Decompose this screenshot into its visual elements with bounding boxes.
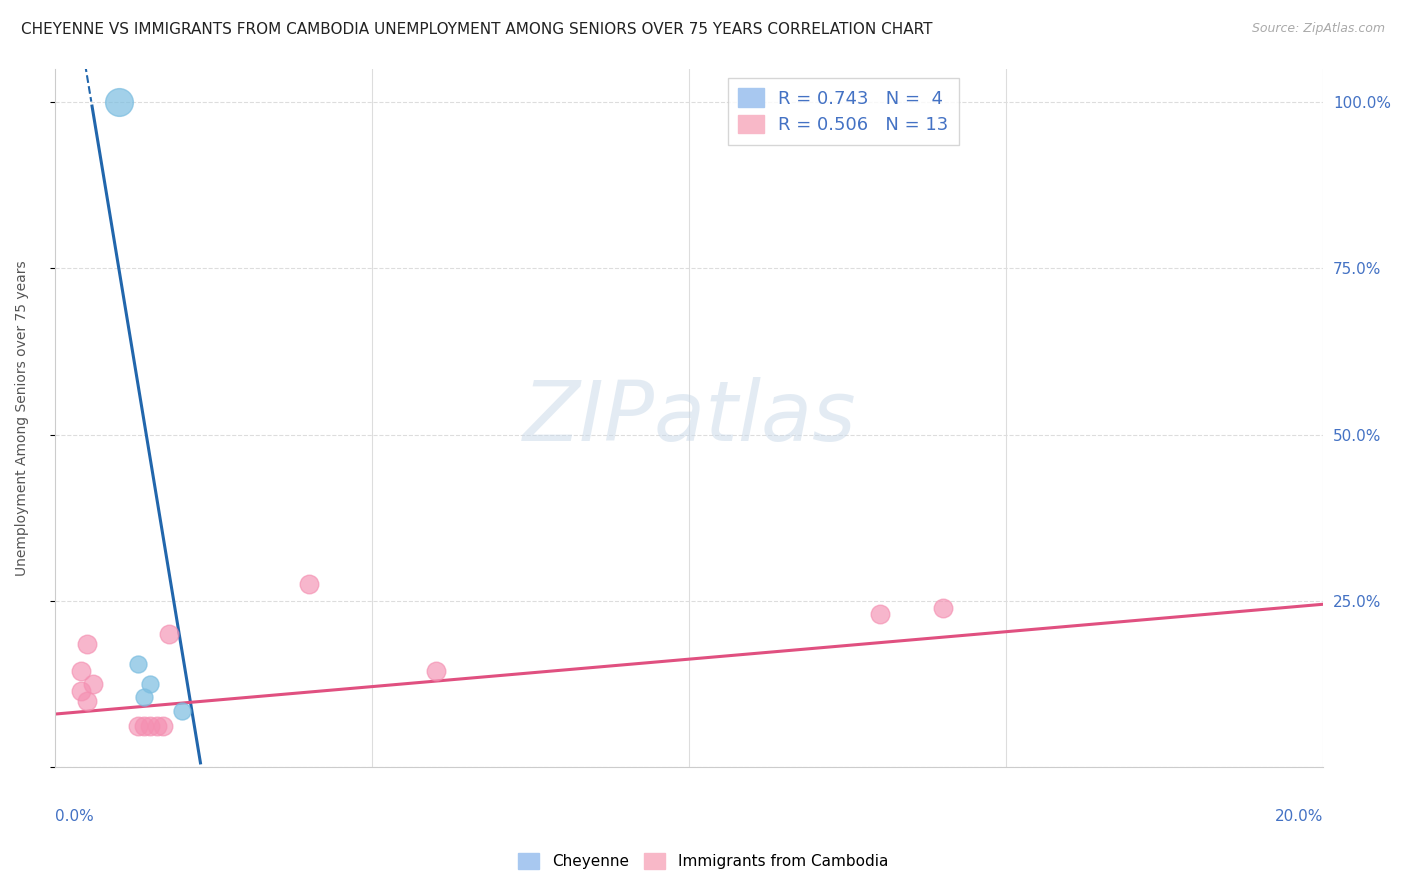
Point: [134, 719, 156, 733]
Point: [152, 719, 174, 733]
Point: [127, 719, 149, 733]
Point: [146, 719, 169, 733]
Point: [425, 664, 447, 678]
Text: 20.0%: 20.0%: [1275, 809, 1323, 824]
Point: [298, 577, 321, 591]
Point: [76, 637, 98, 651]
Point: [172, 704, 194, 718]
Text: Source: ZipAtlas.com: Source: ZipAtlas.com: [1251, 22, 1385, 36]
Legend: R = 0.743   N =  4, R = 0.506   N = 13: R = 0.743 N = 4, R = 0.506 N = 13: [727, 78, 959, 145]
Text: 0.0%: 0.0%: [55, 809, 94, 824]
Point: [139, 719, 162, 733]
Point: [82, 677, 104, 691]
Text: CHEYENNE VS IMMIGRANTS FROM CAMBODIA UNEMPLOYMENT AMONG SENIORS OVER 75 YEARS CO: CHEYENNE VS IMMIGRANTS FROM CAMBODIA UNE…: [21, 22, 932, 37]
Point: [159, 627, 181, 641]
Point: [127, 657, 149, 672]
Point: [107, 95, 129, 109]
Legend: Cheyenne, Immigrants from Cambodia: Cheyenne, Immigrants from Cambodia: [512, 847, 894, 875]
Point: [69, 664, 91, 678]
Point: [932, 600, 955, 615]
Point: [139, 677, 162, 691]
Point: [869, 607, 891, 622]
Point: [134, 690, 156, 705]
Point: [76, 694, 98, 708]
Point: [69, 683, 91, 698]
Text: ZIPatlas: ZIPatlas: [523, 377, 856, 458]
Y-axis label: Unemployment Among Seniors over 75 years: Unemployment Among Seniors over 75 years: [15, 260, 30, 575]
